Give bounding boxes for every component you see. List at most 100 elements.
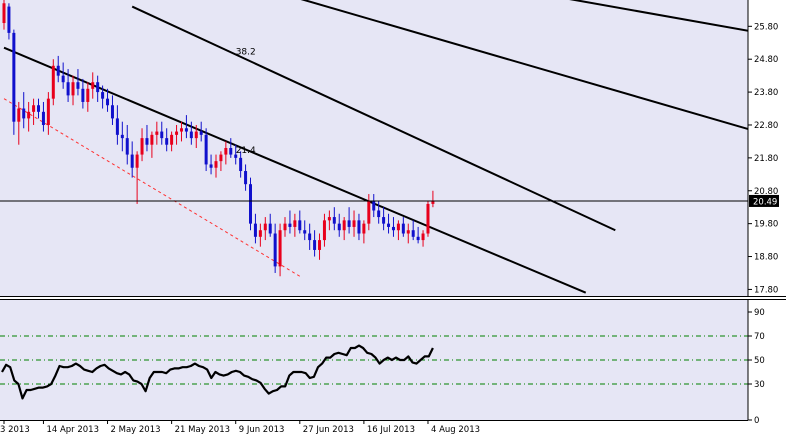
- candle-body: [27, 111, 31, 119]
- candle: [308, 223, 312, 250]
- candle: [51, 59, 55, 106]
- candle: [416, 226, 420, 244]
- candle: [347, 207, 351, 234]
- candle-body: [199, 131, 203, 135]
- candle-body: [209, 164, 213, 168]
- rsi-tick-label: 50: [754, 356, 765, 366]
- candle: [396, 220, 400, 241]
- candle-body: [352, 220, 356, 227]
- candle-body: [322, 220, 326, 241]
- rsi-axis: 90 70 50 30 0: [748, 308, 765, 426]
- candle: [229, 138, 233, 158]
- candle: [209, 154, 213, 175]
- candle-body: [224, 148, 228, 155]
- candle: [224, 141, 228, 165]
- candle-body: [283, 223, 287, 231]
- time-tick-label: 27 Jun 2013: [303, 425, 354, 434]
- price-tick-label: 20.80: [754, 187, 778, 197]
- candle: [342, 217, 346, 241]
- candle: [303, 220, 307, 241]
- candle-body: [130, 154, 134, 168]
- candle-body: [51, 65, 55, 99]
- candle: [140, 128, 144, 162]
- candle: [46, 92, 50, 135]
- rsi-plot[interactable]: [0, 335, 748, 400]
- candle: [372, 194, 376, 218]
- candle-body: [421, 233, 425, 241]
- candle: [199, 121, 203, 142]
- candle-body: [155, 131, 159, 135]
- candle-body: [337, 223, 341, 231]
- candle-body: [382, 217, 386, 224]
- candle: [258, 223, 262, 247]
- candle: [239, 151, 243, 178]
- candle-body: [101, 92, 105, 99]
- candle: [234, 144, 238, 165]
- candle: [184, 115, 188, 139]
- candle: [41, 101, 45, 132]
- candle: [391, 217, 395, 237]
- candle: [61, 62, 65, 89]
- candle-body: [387, 223, 391, 227]
- price-tick-label: 18.80: [754, 253, 778, 263]
- candle: [263, 217, 267, 241]
- price-plot[interactable]: 38.2 21.4: [0, 0, 786, 294]
- candle-body: [347, 220, 351, 227]
- candle: [253, 213, 257, 244]
- candle-body: [234, 154, 238, 158]
- candle: [401, 217, 405, 237]
- time-tick-label: 21 May 2013: [175, 425, 230, 434]
- price-tick-label: 25.80: [754, 22, 778, 32]
- candle: [278, 223, 282, 277]
- candle-body: [106, 98, 110, 106]
- candle-body: [318, 240, 322, 250]
- candle: [106, 88, 110, 112]
- candle: [86, 82, 90, 112]
- candle: [17, 101, 21, 145]
- candle-body: [61, 75, 65, 83]
- rsi-tick-label: 90: [754, 308, 765, 318]
- candle: [56, 55, 60, 83]
- candle: [135, 151, 139, 204]
- candle: [12, 29, 16, 135]
- candle: [175, 124, 179, 145]
- candle-body: [426, 203, 430, 234]
- candle-body: [367, 200, 371, 224]
- candle-body: [165, 138, 169, 145]
- candle-body: [120, 134, 124, 139]
- candle: [244, 164, 248, 191]
- candle-body: [194, 131, 198, 139]
- current-price-label: 20.49: [753, 197, 777, 207]
- candle: [155, 121, 159, 145]
- candle: [352, 210, 356, 237]
- time-tick-label: 2 May 2013: [111, 425, 161, 434]
- trendline-channel-2: [300, 0, 748, 131]
- candle-body: [327, 217, 331, 221]
- candle-body: [37, 105, 41, 112]
- candle: [120, 121, 124, 152]
- candle-body: [7, 6, 11, 33]
- candle-body: [115, 118, 119, 135]
- candle: [421, 230, 425, 247]
- candle-body: [219, 154, 223, 162]
- candle-body: [86, 88, 90, 102]
- candle-body: [179, 128, 183, 132]
- candle: [37, 98, 41, 119]
- candle: [327, 210, 331, 231]
- candle: [96, 75, 100, 102]
- trendline-channel-1: [131, 5, 616, 232]
- candle: [377, 200, 381, 224]
- candle: [22, 92, 26, 129]
- candle-body: [184, 128, 188, 132]
- candle: [367, 194, 371, 231]
- candle-body: [91, 82, 95, 89]
- candle-body: [125, 138, 129, 155]
- time-tick-label: 16 Jul 2013: [367, 425, 415, 434]
- candle: [101, 85, 105, 109]
- candle: [273, 223, 277, 273]
- rsi-line: [1, 344, 434, 400]
- candle-body: [377, 210, 381, 218]
- candle-body: [32, 105, 36, 112]
- candle-body: [401, 223, 405, 234]
